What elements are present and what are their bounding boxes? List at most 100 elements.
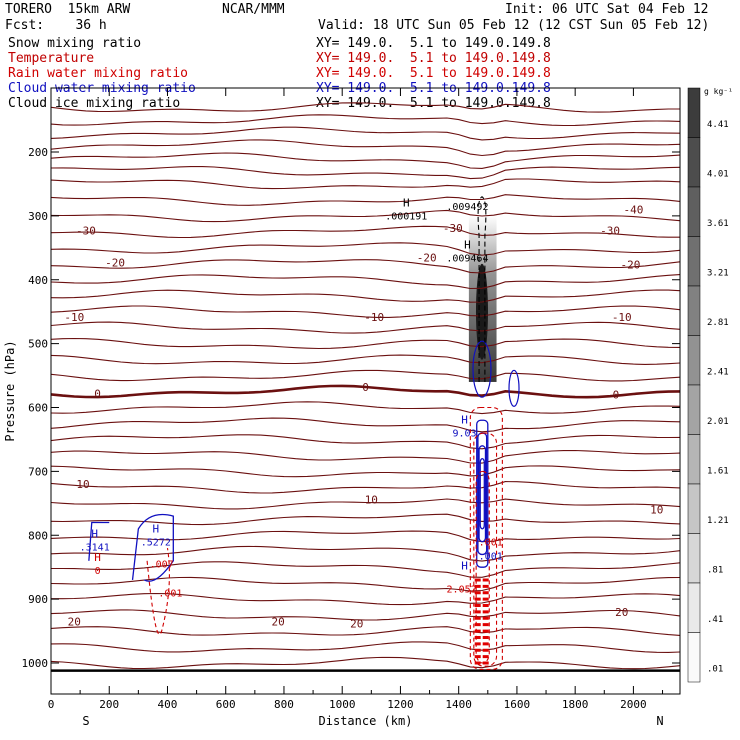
extremum-value: .3141 bbox=[80, 542, 110, 553]
isotherm-line bbox=[51, 178, 680, 190]
isotherm-label: -20 bbox=[417, 251, 437, 264]
isotherm-label: 10 bbox=[365, 493, 378, 506]
field-xy-rain: XY= 149.0. 5.1 to 149.0.149.8 bbox=[316, 66, 551, 81]
isotherm-label: -20 bbox=[105, 257, 125, 270]
colorbar-tick-label: 1.21 bbox=[707, 516, 729, 526]
isotherm-line bbox=[51, 209, 680, 223]
isotherm-label: 10 bbox=[76, 478, 89, 491]
isotherm-label: -10 bbox=[612, 311, 632, 324]
isotherm-line bbox=[51, 139, 680, 157]
extremum-value: .001 bbox=[479, 551, 503, 562]
isotherm-label: 0 bbox=[362, 381, 369, 394]
field-label-cloud-ice: Cloud ice mixing ratio bbox=[8, 96, 181, 111]
isotherm-label: -20 bbox=[621, 258, 641, 271]
field-xy-cloud-ice: XY= 149.0. 5.1 to 149.0.149.8 bbox=[316, 96, 551, 111]
cloud-water-contour bbox=[508, 369, 520, 407]
colorbar-tick-label: .81 bbox=[707, 565, 723, 575]
extremum-marker: H bbox=[461, 414, 468, 427]
cloud-water-contour bbox=[472, 340, 492, 398]
x-axis-label: Distance (km) bbox=[319, 714, 413, 728]
isotherm-line bbox=[51, 513, 680, 526]
isotherm-label: 20 bbox=[272, 615, 285, 628]
isotherm-line bbox=[51, 576, 680, 592]
colorbar-swatch bbox=[687, 483, 701, 534]
colorbar-tick-label: 2.81 bbox=[707, 318, 729, 328]
colorbar-swatch bbox=[687, 335, 701, 386]
y-tick-label: 800 bbox=[28, 529, 48, 542]
cloud-water-contour bbox=[131, 513, 174, 582]
isotherm-line bbox=[51, 592, 680, 606]
x-tick-label: 1000 bbox=[329, 698, 356, 711]
isotherm-line bbox=[51, 225, 680, 239]
isotherm-line bbox=[51, 337, 680, 350]
header-init: Init: 06 UTC Sat 04 Feb 12 bbox=[505, 2, 709, 17]
cloud-water-contour bbox=[88, 521, 110, 561]
colorbar-swatch bbox=[687, 186, 701, 237]
isotherm-line bbox=[51, 417, 680, 433]
extremum-marker: H bbox=[153, 522, 160, 535]
x-tick-label: 1800 bbox=[562, 698, 589, 711]
extremum-marker: H bbox=[461, 559, 468, 572]
isotherm-line bbox=[51, 641, 680, 653]
cloud-water-contour bbox=[479, 457, 485, 530]
isotherm-label: 0 bbox=[94, 387, 101, 400]
colorbar-swatch bbox=[687, 533, 701, 584]
isotherm-line bbox=[51, 126, 680, 141]
colorbar-swatch bbox=[687, 582, 701, 633]
cloud-ice-contour bbox=[477, 196, 487, 382]
isotherm-line bbox=[51, 369, 680, 382]
isotherm-line bbox=[51, 321, 680, 334]
isotherm-line bbox=[51, 434, 680, 450]
y-tick-label: 1000 bbox=[22, 657, 49, 670]
colorbar-tick-label: 3.21 bbox=[707, 268, 729, 278]
colorbar-tick-label: 4.01 bbox=[707, 169, 729, 179]
extremum-marker: H bbox=[403, 196, 410, 209]
isotherm-line bbox=[51, 274, 680, 290]
isotherm-line bbox=[51, 401, 680, 415]
south-label: S bbox=[82, 714, 89, 728]
isotherm-label: 10 bbox=[650, 504, 663, 517]
isotherm-line bbox=[51, 166, 680, 180]
isotherm-line bbox=[51, 498, 680, 510]
isotherm-line bbox=[51, 114, 680, 127]
x-tick-label: 1600 bbox=[504, 698, 531, 711]
field-xy-snow: XY= 149.0. 5.1 to 149.0.149.8 bbox=[316, 36, 551, 51]
extremum-marker: H bbox=[91, 527, 98, 540]
x-tick-label: 1200 bbox=[387, 698, 414, 711]
colorbar-tick-label: 2.01 bbox=[707, 417, 729, 427]
y-tick-label: 200 bbox=[28, 146, 48, 159]
rain-contour bbox=[146, 547, 170, 635]
x-tick-label: 200 bbox=[99, 698, 119, 711]
isotherm-line bbox=[51, 545, 680, 562]
colorbar-unit: g kg⁻¹ bbox=[704, 87, 733, 96]
isotherm-line bbox=[51, 259, 680, 274]
isotherm-line bbox=[51, 102, 680, 113]
colorbar-swatch bbox=[687, 236, 701, 287]
isotherm-line bbox=[51, 530, 680, 543]
header-org: NCAR/MMM bbox=[222, 2, 285, 17]
colorbar-tick-label: 3.61 bbox=[707, 219, 729, 229]
isotherm-line bbox=[51, 384, 680, 399]
colorbar-tick-label: .41 bbox=[707, 615, 723, 625]
rain-contour bbox=[473, 432, 498, 667]
colorbar-swatch bbox=[687, 384, 701, 435]
isotherm-line bbox=[51, 305, 680, 318]
y-tick-label: 400 bbox=[28, 274, 48, 287]
field-label-temperature: Temperature bbox=[8, 51, 95, 66]
isotherm-label: 20 bbox=[68, 615, 81, 628]
isotherm-line bbox=[51, 289, 680, 303]
north-label: N bbox=[656, 714, 663, 728]
extremum-marker: H bbox=[94, 551, 101, 564]
isotherm-line bbox=[51, 609, 680, 621]
extremum-value: .5272 bbox=[141, 537, 171, 548]
colorbar-swatch bbox=[687, 632, 701, 683]
y-axis-label: Pressure (hPa) bbox=[3, 340, 17, 441]
plot-frame bbox=[50, 87, 681, 695]
header-model: TORERO 15km ARW bbox=[5, 2, 131, 17]
extremum-marker: H bbox=[464, 239, 471, 252]
isotherm-label: 0 bbox=[613, 389, 620, 402]
isotherm-label: 20 bbox=[615, 606, 628, 619]
y-tick-label: 500 bbox=[28, 338, 48, 351]
colorbar-tick-label: 2.41 bbox=[707, 367, 729, 377]
